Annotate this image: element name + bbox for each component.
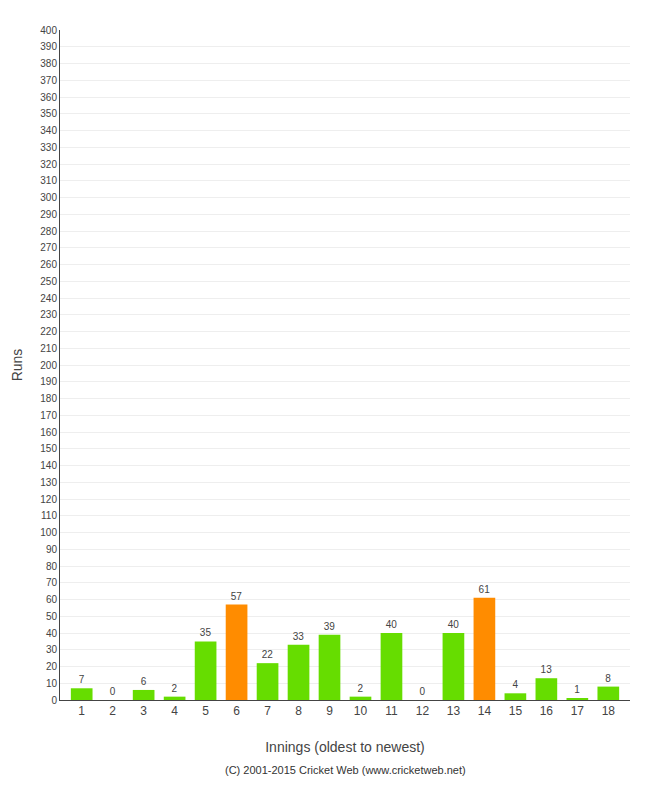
svg-text:380: 380 <box>40 58 57 69</box>
svg-text:39: 39 <box>324 621 336 632</box>
svg-text:360: 360 <box>40 92 57 103</box>
svg-text:400: 400 <box>40 25 57 36</box>
svg-text:0: 0 <box>110 686 116 697</box>
svg-text:15: 15 <box>509 704 523 718</box>
svg-text:270: 270 <box>40 242 57 253</box>
svg-text:120: 120 <box>40 494 57 505</box>
svg-text:140: 140 <box>40 460 57 471</box>
svg-text:2: 2 <box>172 683 178 694</box>
svg-text:40: 40 <box>448 619 460 630</box>
svg-text:8: 8 <box>605 673 611 684</box>
svg-text:160: 160 <box>40 427 57 438</box>
svg-text:13: 13 <box>447 704 461 718</box>
svg-text:280: 280 <box>40 226 57 237</box>
svg-text:210: 210 <box>40 343 57 354</box>
svg-text:6: 6 <box>233 704 240 718</box>
svg-text:320: 320 <box>40 159 57 170</box>
svg-text:7: 7 <box>79 674 85 685</box>
svg-text:5: 5 <box>202 704 209 718</box>
svg-text:0: 0 <box>51 695 57 706</box>
svg-text:110: 110 <box>41 510 57 521</box>
svg-text:(C) 2001-2015 Cricket Web (www: (C) 2001-2015 Cricket Web (www.cricketwe… <box>225 764 466 776</box>
svg-text:18: 18 <box>602 704 616 718</box>
svg-text:260: 260 <box>40 259 57 270</box>
svg-text:90: 90 <box>46 544 58 555</box>
svg-text:200: 200 <box>40 360 57 371</box>
svg-text:1: 1 <box>574 684 580 695</box>
svg-text:16: 16 <box>540 704 554 718</box>
svg-text:50: 50 <box>46 611 58 622</box>
svg-text:330: 330 <box>40 142 57 153</box>
svg-text:61: 61 <box>479 584 491 595</box>
svg-text:30: 30 <box>46 644 58 655</box>
svg-text:33: 33 <box>293 631 305 642</box>
svg-text:70: 70 <box>46 577 58 588</box>
svg-text:230: 230 <box>40 309 57 320</box>
svg-text:57: 57 <box>231 591 243 602</box>
svg-text:170: 170 <box>40 410 57 421</box>
svg-text:350: 350 <box>40 108 57 119</box>
svg-text:310: 310 <box>40 175 57 186</box>
svg-text:2: 2 <box>109 704 116 718</box>
svg-text:14: 14 <box>478 704 492 718</box>
svg-text:190: 190 <box>40 376 57 387</box>
svg-text:35: 35 <box>200 627 212 638</box>
svg-text:12: 12 <box>416 704 430 718</box>
svg-text:370: 370 <box>40 75 57 86</box>
svg-text:10: 10 <box>354 704 368 718</box>
svg-text:11: 11 <box>385 704 398 718</box>
svg-text:22: 22 <box>262 649 274 660</box>
svg-text:40: 40 <box>46 628 58 639</box>
svg-text:290: 290 <box>40 209 57 220</box>
svg-text:Runs: Runs <box>9 349 25 382</box>
svg-text:240: 240 <box>40 293 57 304</box>
svg-text:9: 9 <box>326 704 333 718</box>
svg-text:60: 60 <box>46 594 58 605</box>
svg-text:10: 10 <box>46 678 58 689</box>
svg-text:6: 6 <box>141 676 147 687</box>
svg-text:80: 80 <box>46 561 58 572</box>
svg-text:3: 3 <box>140 704 147 718</box>
svg-text:7: 7 <box>264 704 271 718</box>
svg-text:220: 220 <box>40 326 57 337</box>
svg-text:17: 17 <box>571 704 585 718</box>
svg-text:20: 20 <box>46 661 58 672</box>
svg-text:300: 300 <box>40 192 57 203</box>
svg-text:8: 8 <box>295 704 302 718</box>
svg-text:100: 100 <box>40 527 57 538</box>
svg-text:1: 1 <box>78 704 85 718</box>
svg-text:4: 4 <box>171 704 178 718</box>
svg-text:2: 2 <box>357 683 363 694</box>
svg-text:180: 180 <box>40 393 57 404</box>
svg-text:Innings (oldest to newest): Innings (oldest to newest) <box>265 739 425 755</box>
svg-text:340: 340 <box>40 125 57 136</box>
svg-text:390: 390 <box>40 41 57 52</box>
svg-text:130: 130 <box>40 477 57 488</box>
svg-text:0: 0 <box>419 686 425 697</box>
svg-text:40: 40 <box>386 619 398 630</box>
svg-text:13: 13 <box>541 664 553 675</box>
svg-text:4: 4 <box>512 679 518 690</box>
svg-text:150: 150 <box>40 443 57 454</box>
svg-text:250: 250 <box>40 276 57 287</box>
